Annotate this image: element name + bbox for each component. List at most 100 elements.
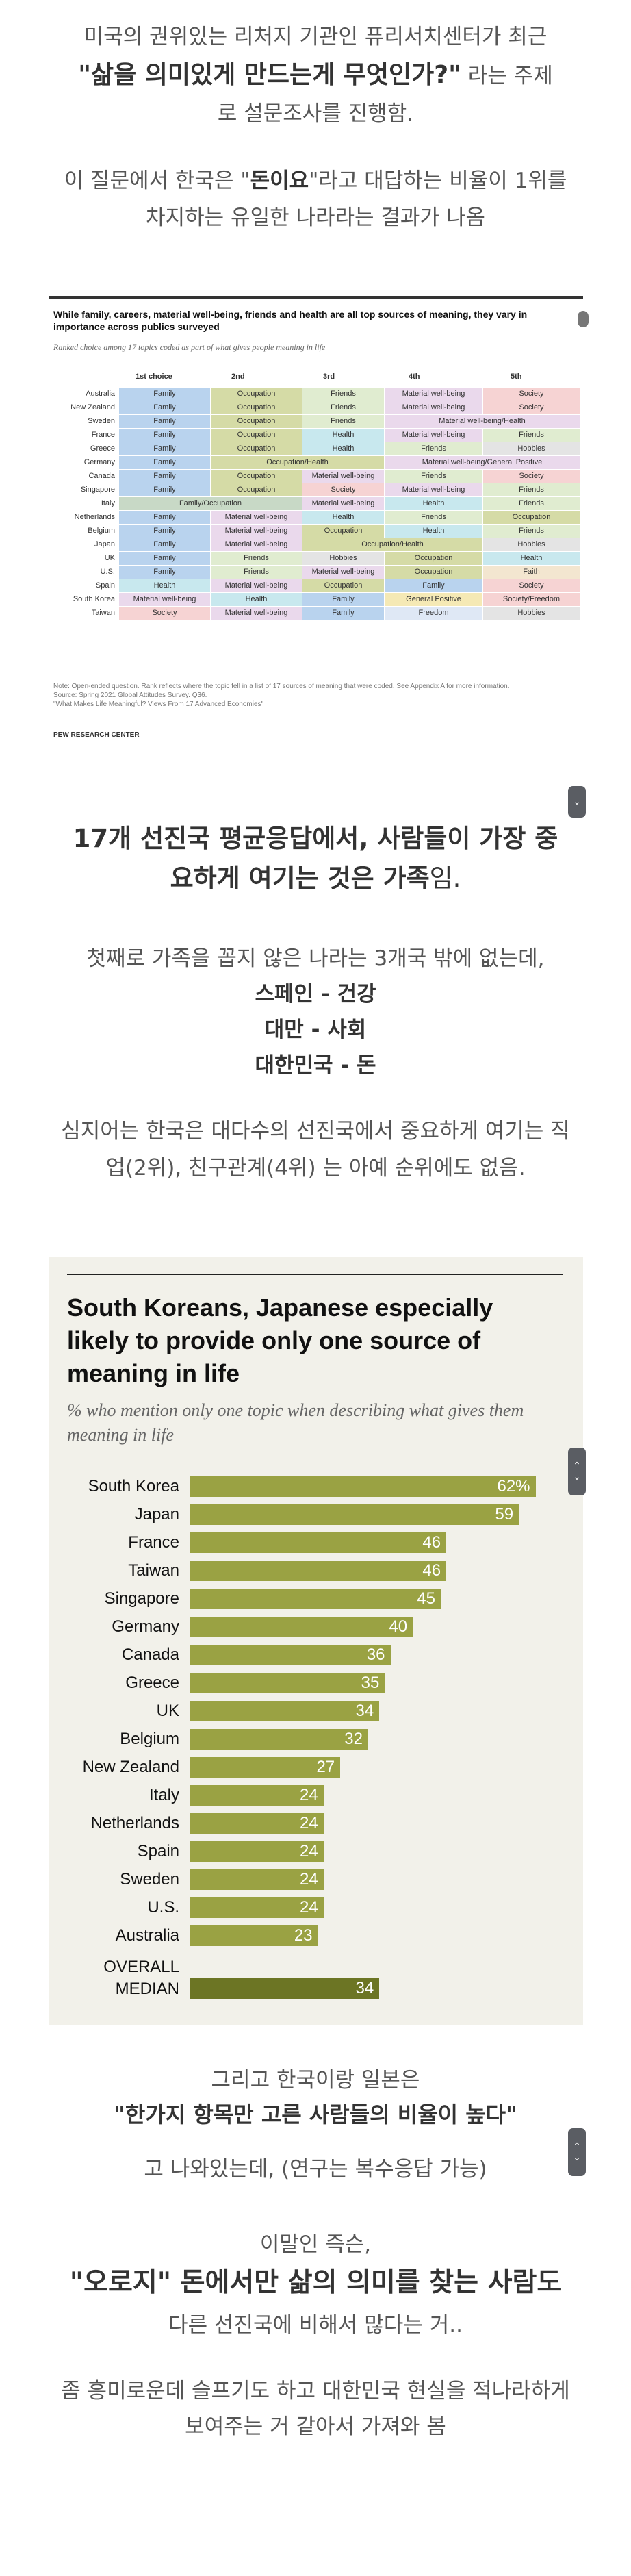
table-cell: Friends bbox=[483, 497, 580, 510]
chevron-down-icon: ⌄ bbox=[573, 1472, 581, 1482]
chart-bars: South Korea 62% Japan 59 France 46 Taiwan 46 Sin… bbox=[49, 1257, 583, 2025]
table-country: Spain bbox=[95, 581, 115, 590]
table-cell: Material well-being/Health bbox=[385, 415, 580, 428]
bar bbox=[190, 1925, 318, 1946]
bar-label: UK bbox=[156, 1702, 179, 1720]
chevron-down-icon: ⌄ bbox=[573, 796, 581, 807]
exception-taiwan: 대만 - 사회 bbox=[264, 1018, 367, 1042]
table-col-header: 5th bbox=[511, 372, 522, 381]
table-cell: Family bbox=[302, 607, 385, 620]
table-cell: Material well-being bbox=[302, 497, 385, 510]
table-cell: Freedom bbox=[385, 607, 483, 620]
table-row: Canada Family Occupation Material well-bein… bbox=[53, 470, 580, 483]
table-cell: Occupation bbox=[385, 566, 483, 579]
table-row: Spain Health Material well-being Occupation… bbox=[53, 579, 580, 592]
table-cell: Occupation bbox=[211, 470, 302, 483]
ranking-table-figure: While family, careers, material well-bei… bbox=[49, 296, 589, 754]
scroll-tab-1[interactable]: ⌄ bbox=[568, 786, 586, 818]
intro-money-bold: 돈이요 bbox=[250, 168, 309, 193]
family-headline-suffix: 임. bbox=[429, 863, 461, 893]
scroll-tab-2[interactable]: ⌃ ⌄ bbox=[568, 1448, 586, 1495]
table-cell: Society bbox=[119, 607, 211, 620]
bar bbox=[190, 1869, 324, 1890]
table-country: Japan bbox=[94, 540, 115, 548]
table-row: Singapore Family Occupation Society Material… bbox=[53, 483, 580, 496]
table-cell: Hobbies bbox=[483, 607, 580, 620]
outro-line-3: 고 나와있는데, (연구는 복수응답 가능) bbox=[144, 2157, 487, 2182]
bar-value-label: 59 bbox=[495, 1505, 514, 1524]
bar-label: Canada bbox=[121, 1645, 179, 1664]
table-cell: Family bbox=[119, 470, 211, 483]
intro-line-4-post: "라고 대답하는 비율이 1위를 bbox=[309, 168, 567, 193]
bar-value-label: 23 bbox=[294, 1926, 313, 1945]
bar-label: Greece bbox=[125, 1674, 179, 1692]
outro-money-only: "오로지" 돈에서만 삶의 의미를 찾는 사람도 bbox=[69, 2267, 562, 2298]
table-cell: Society bbox=[483, 470, 580, 483]
table-row: France Family Occupation Health Material wel… bbox=[53, 429, 580, 442]
bar-value-label: 24 bbox=[299, 1814, 318, 1832]
table-cell: Material well-being bbox=[385, 401, 483, 414]
table-country: Taiwan bbox=[91, 609, 115, 617]
table-cell: Friends bbox=[483, 429, 580, 442]
chart-subtitle: % who mention only one topic when descri… bbox=[67, 1400, 524, 1445]
exceptions-intro: 첫째로 가족을 꼽지 않은 나라는 3개국 밖에 없는데, bbox=[86, 946, 545, 971]
bar-label: South Korea bbox=[88, 1477, 179, 1495]
outro-line-1: 그리고 한국이랑 일본은 bbox=[211, 2068, 420, 2093]
table-cell: Family bbox=[119, 552, 211, 565]
table-cell: Occupation bbox=[302, 579, 385, 592]
table-cell: Society/Freedom bbox=[483, 593, 580, 606]
table-cell: Family/Occupation bbox=[119, 497, 302, 510]
table-cell: Occupation bbox=[385, 552, 483, 565]
korea-note-line-2: 업(2위), 친구관계(4위) 는 아예 순위에도 없음. bbox=[105, 1156, 526, 1180]
table-notes: Note: Open-ended question. Rank reflects… bbox=[53, 682, 574, 709]
table-cell: Hobbies bbox=[302, 552, 385, 565]
table-cell: Occupation/Health bbox=[211, 456, 385, 469]
table-row: Germany Family Occupation/Health Material w… bbox=[53, 456, 580, 469]
image-scroll-knob[interactable] bbox=[578, 311, 589, 327]
bar-value-label: 46 bbox=[422, 1561, 441, 1580]
bar-value-label: 45 bbox=[417, 1589, 435, 1608]
table-cell: Hobbies bbox=[483, 538, 580, 551]
table-cell: Occupation/Health bbox=[302, 538, 483, 551]
table-cell: Material well-being bbox=[211, 579, 302, 592]
bar bbox=[190, 1729, 368, 1750]
bar-value-label: 24 bbox=[299, 1898, 318, 1917]
bar-label: Germany bbox=[112, 1617, 179, 1636]
table-cell: Health bbox=[119, 579, 211, 592]
scroll-tab-3[interactable]: ⌃ ⌄ bbox=[568, 2128, 586, 2176]
table-cell: Society bbox=[483, 579, 580, 592]
bar-value-label: 24 bbox=[299, 1842, 318, 1860]
table-cell: Society bbox=[483, 401, 580, 414]
table-row: Taiwan Society Material well-being Family Fr… bbox=[53, 607, 580, 620]
table-cell: Health bbox=[302, 511, 385, 524]
table-col-header: 3rd bbox=[323, 372, 335, 381]
bar bbox=[190, 1978, 380, 1999]
outro-line-7: 좀 흥미로운데 슬프기도 하고 대한민국 현실을 적나라하게 bbox=[61, 2379, 570, 2403]
table-row: U.S. Family Friends Material well-being Occu… bbox=[53, 566, 580, 579]
table-cell: Occupation bbox=[302, 525, 385, 538]
table-cell: Family bbox=[119, 401, 211, 414]
table-cell: Occupation bbox=[211, 415, 302, 428]
table-cell: Friends bbox=[211, 552, 302, 565]
table-subtitle: Ranked choice among 17 topics coded as p… bbox=[53, 342, 326, 352]
table-cell: Health bbox=[483, 552, 580, 565]
table-cell: Family bbox=[119, 566, 211, 579]
bar bbox=[190, 1617, 413, 1637]
bar-value-label: 35 bbox=[361, 1674, 380, 1692]
table-col-header: 2nd bbox=[231, 372, 245, 381]
table-cell: Hobbies bbox=[483, 442, 580, 455]
table-row: Japan Family Material well-being Occupation… bbox=[53, 538, 580, 551]
intro-line-5: 차지하는 유일한 나라라는 결과가 나옴 bbox=[146, 205, 485, 230]
table-bottom-rule bbox=[49, 744, 583, 746]
bar-value-label: 34 bbox=[355, 1979, 374, 1997]
table-country: Australia bbox=[86, 390, 115, 398]
table-cell: Material well-being bbox=[211, 511, 302, 524]
table-cell: Friends bbox=[302, 388, 385, 401]
table-cell: Family bbox=[119, 525, 211, 538]
table-country: Canada bbox=[88, 472, 115, 480]
table-cell: Family bbox=[119, 538, 211, 551]
table-country: South Korea bbox=[73, 595, 115, 603]
bar bbox=[190, 1476, 536, 1497]
bar bbox=[190, 1701, 380, 1721]
table-country: UK bbox=[104, 554, 115, 562]
